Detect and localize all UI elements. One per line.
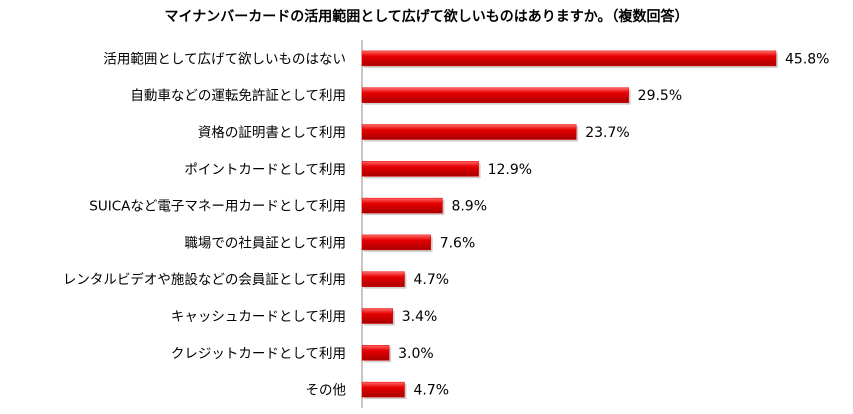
- bar: [361, 271, 405, 287]
- category-label: 自動車などの運転免許証として利用: [130, 88, 346, 104]
- value-label: 23.7%: [585, 125, 629, 141]
- bar: [361, 308, 393, 324]
- bar: [361, 345, 390, 361]
- category-label: SUICAなど電子マネー用カードとして利用: [89, 199, 346, 215]
- value-label: 7.6%: [440, 235, 476, 251]
- category-label: 資格の証明書として利用: [198, 125, 346, 141]
- value-label: 8.9%: [451, 199, 487, 215]
- value-label: 12.9%: [488, 162, 532, 178]
- bar: [361, 197, 443, 214]
- chart-title: マイナンバーカードの活用範囲として広げて欲しいものはありますか。（複数回答）: [164, 9, 689, 25]
- value-label: 3.4%: [402, 309, 438, 325]
- value-label: 4.7%: [413, 383, 449, 399]
- category-label: ポイントカードとして利用: [184, 162, 346, 178]
- category-label: 活用範囲として広げて欲しいものはない: [103, 51, 346, 67]
- category-label: レンタルビデオや施設などの会員証として利用: [63, 271, 346, 288]
- value-label: 3.0%: [398, 346, 434, 362]
- category-label: キャッシュカードとして利用: [171, 309, 346, 325]
- category-label: 職場での社員証として利用: [184, 235, 346, 251]
- bar: [361, 87, 629, 103]
- value-label: 4.7%: [413, 272, 449, 288]
- bar: [361, 381, 405, 398]
- category-label: その他: [306, 383, 347, 399]
- bar: [361, 124, 577, 140]
- bar: [361, 234, 431, 251]
- bar: [361, 50, 777, 67]
- value-label: 29.5%: [638, 88, 682, 104]
- bar: [361, 161, 479, 177]
- value-label: 45.8%: [785, 51, 829, 67]
- category-label: クレジットカードとして利用: [171, 346, 346, 362]
